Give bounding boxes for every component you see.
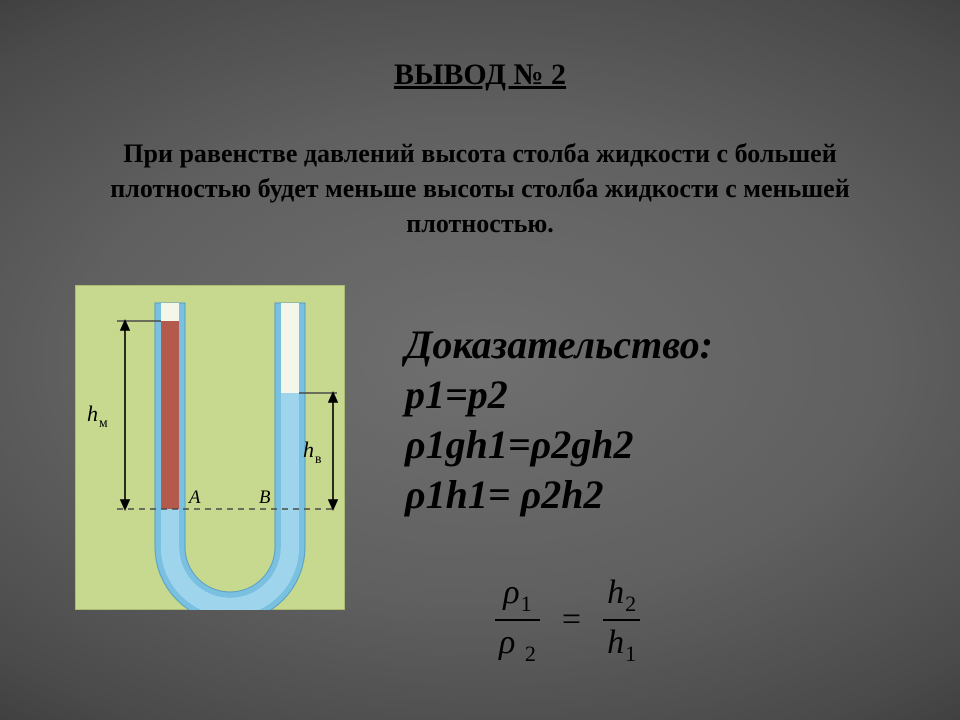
proof-line-2: ρ1gh1=ρ2gh2	[405, 420, 713, 470]
lhs-den-sym: ρ	[499, 624, 515, 661]
equals-sign: =	[562, 601, 581, 639]
rhs-den-sub: 1	[624, 641, 636, 666]
rhs-num-sym: h	[607, 574, 624, 611]
rhs-den-sym: h	[607, 624, 624, 661]
svg-text:B: B	[259, 487, 270, 508]
fraction-lhs: ρ1 ρ 2	[495, 575, 540, 665]
svg-text:h: h	[87, 401, 98, 426]
svg-text:A: A	[187, 487, 201, 508]
svg-text:h: h	[303, 437, 314, 462]
proof-heading: Доказательство:	[405, 320, 713, 370]
proof-block: Доказательство: p1=p2 ρ1gh1=ρ2gh2 ρ1h1= …	[405, 320, 713, 520]
fraction-equation: ρ1 ρ 2 = h2 h1	[495, 575, 640, 665]
proof-line-3: ρ1h1= ρ2h2	[405, 470, 713, 520]
svg-text:м: м	[99, 415, 108, 430]
proof-line-1: p1=p2	[405, 370, 713, 420]
fraction-rhs: h2 h1	[603, 575, 640, 665]
lhs-den-sub: 2	[524, 641, 536, 666]
lhs-num-sym: ρ	[503, 574, 519, 611]
slide-description: При равенстве давлений высота столба жид…	[80, 136, 880, 241]
u-tube-diagram: hмhвAB	[75, 285, 345, 610]
fraction-bar-rhs	[603, 619, 640, 621]
rhs-num-sub: 2	[624, 591, 636, 616]
lhs-num-sub: 1	[520, 591, 532, 616]
slide-title: ВЫВОД № 2	[0, 58, 960, 92]
fraction-bar-lhs	[495, 619, 540, 621]
svg-text:в: в	[315, 451, 321, 466]
